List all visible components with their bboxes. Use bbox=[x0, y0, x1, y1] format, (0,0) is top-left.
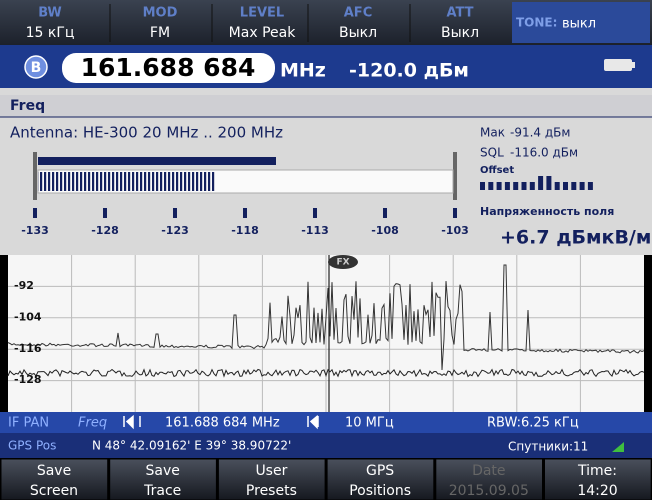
offset-label: Offset bbox=[480, 165, 514, 176]
scale-end-right bbox=[453, 152, 457, 200]
page: {"header": {"items": [ {"label": "BW", "… bbox=[0, 0, 652, 500]
antenna: Antenna: HE-300 20 MHz .. 200 MHz bbox=[10, 124, 283, 142]
softkey-label: User bbox=[255, 463, 287, 479]
header-label: AFC bbox=[344, 6, 372, 21]
spectrum-y-label: -92 bbox=[14, 279, 34, 292]
offset-segment bbox=[488, 182, 493, 190]
offset-segment bbox=[505, 182, 510, 190]
offset-segment bbox=[530, 182, 535, 190]
tone-label: TONE: bbox=[516, 16, 557, 30]
if-pan-mode: Freq bbox=[78, 416, 107, 431]
softkey[interactable]: Save Screen bbox=[1, 459, 108, 500]
softkey[interactable]: Time: 14:20 bbox=[545, 459, 652, 500]
offset-segment bbox=[513, 182, 518, 190]
softkey-label: Time: bbox=[577, 463, 617, 479]
softkey-label: Positions bbox=[349, 483, 411, 499]
scale-tick bbox=[243, 208, 247, 218]
softkeys: Save Screen Save Trace User Presets GPS Positio… bbox=[1, 459, 651, 500]
offset-segment bbox=[497, 182, 502, 190]
field-label: Напряженность поля bbox=[480, 205, 614, 218]
marker-label: FX bbox=[336, 258, 349, 268]
scale-tick bbox=[453, 208, 457, 218]
spectrum-y-label: -128 bbox=[14, 373, 42, 386]
softkey[interactable]: User Presets bbox=[218, 459, 325, 500]
spectrum-y-label: -116 bbox=[14, 342, 42, 355]
level-bar bbox=[38, 172, 216, 191]
scale-label: -103 bbox=[441, 224, 469, 237]
gps-position: N 48° 42.09162' E 39° 38.90722' bbox=[92, 439, 291, 453]
satellites-label: Спутники: bbox=[508, 440, 573, 454]
battery-icon bbox=[604, 59, 632, 71]
if-pan-rbw: RBW:6.25 кГц bbox=[487, 416, 579, 431]
scale-tick bbox=[173, 208, 177, 218]
scale-tick bbox=[33, 208, 37, 218]
scale-tick bbox=[383, 208, 387, 218]
softkey-label: GPS bbox=[366, 463, 394, 479]
offset-segment bbox=[555, 182, 560, 190]
offset-segment bbox=[522, 182, 527, 190]
offset-segment bbox=[588, 182, 593, 190]
sql-label: SQL bbox=[480, 146, 504, 160]
spectrum-y-label: -104 bbox=[14, 310, 42, 323]
if-pan-span: 10 МГц bbox=[345, 416, 394, 431]
softkey-label: Presets bbox=[246, 483, 297, 499]
scale-label: -133 bbox=[21, 224, 49, 237]
softkey[interactable]: GPS Positions bbox=[327, 459, 434, 500]
frequency-unit: MHz bbox=[280, 60, 326, 82]
scale-tick bbox=[313, 208, 317, 218]
scale-label: -128 bbox=[91, 224, 119, 237]
softkey[interactable]: Save Trace bbox=[110, 459, 217, 500]
level: -120.0 дБм bbox=[349, 60, 469, 82]
softkey: Date 2015.09.05 bbox=[436, 459, 543, 500]
softkey-label: Trace bbox=[143, 483, 181, 499]
scale-end-left bbox=[33, 152, 37, 200]
header-value: 15 кГц bbox=[26, 25, 75, 41]
softkey-label: Screen bbox=[30, 483, 78, 499]
field-value: +6.7 дБмкВ/м bbox=[500, 227, 651, 249]
offset-segment bbox=[563, 182, 568, 190]
screen: Save Screen Save Trace User Presets GPS Positio… bbox=[0, 0, 652, 500]
sql-value: -116.0 дБм bbox=[510, 146, 578, 160]
if-pan-title: IF PAN bbox=[8, 416, 49, 431]
softkey-label: 14:20 bbox=[577, 483, 617, 499]
softkey-label: Save bbox=[146, 463, 180, 479]
offset-segment bbox=[480, 182, 485, 190]
scale-label: -123 bbox=[161, 224, 189, 237]
mode-row bbox=[0, 95, 652, 117]
header-label: MOD bbox=[143, 6, 178, 21]
header-value: FM bbox=[150, 25, 170, 41]
header-value: Выкл bbox=[339, 25, 377, 41]
softkey-label: Save bbox=[37, 463, 71, 479]
header-label: BW bbox=[38, 6, 62, 21]
badge-letter: B bbox=[31, 60, 42, 76]
satellites: 11 bbox=[573, 440, 588, 454]
battery-tip bbox=[632, 62, 635, 68]
header-label: LEVEL bbox=[240, 6, 284, 21]
header-label: ATT bbox=[446, 6, 473, 21]
scale-label: -113 bbox=[301, 224, 329, 237]
scale-label: -118 bbox=[231, 224, 259, 237]
max-value: -91.4 дБм bbox=[510, 126, 570, 140]
peak-bar bbox=[38, 157, 276, 165]
tone-value: выкл bbox=[562, 17, 596, 32]
mode: Freq bbox=[10, 98, 45, 114]
offset-segment bbox=[580, 182, 585, 190]
softkey-label: 2015.09.05 bbox=[449, 483, 529, 499]
frequency: 161.688 684 bbox=[81, 53, 256, 82]
gps-label: GPS Pos bbox=[8, 439, 56, 453]
offset-segment bbox=[538, 176, 543, 190]
header-value: Выкл bbox=[441, 25, 479, 41]
offset-segment bbox=[546, 176, 551, 190]
softkey-label: Date bbox=[472, 463, 505, 479]
if-pan-frequency: 161.688 684 MHz bbox=[165, 416, 280, 431]
offset-segment bbox=[571, 182, 576, 190]
scale-label: -108 bbox=[371, 224, 399, 237]
header-value: Max Peak bbox=[229, 25, 297, 41]
scale-tick bbox=[103, 208, 107, 218]
max-label: Мак bbox=[480, 126, 505, 140]
